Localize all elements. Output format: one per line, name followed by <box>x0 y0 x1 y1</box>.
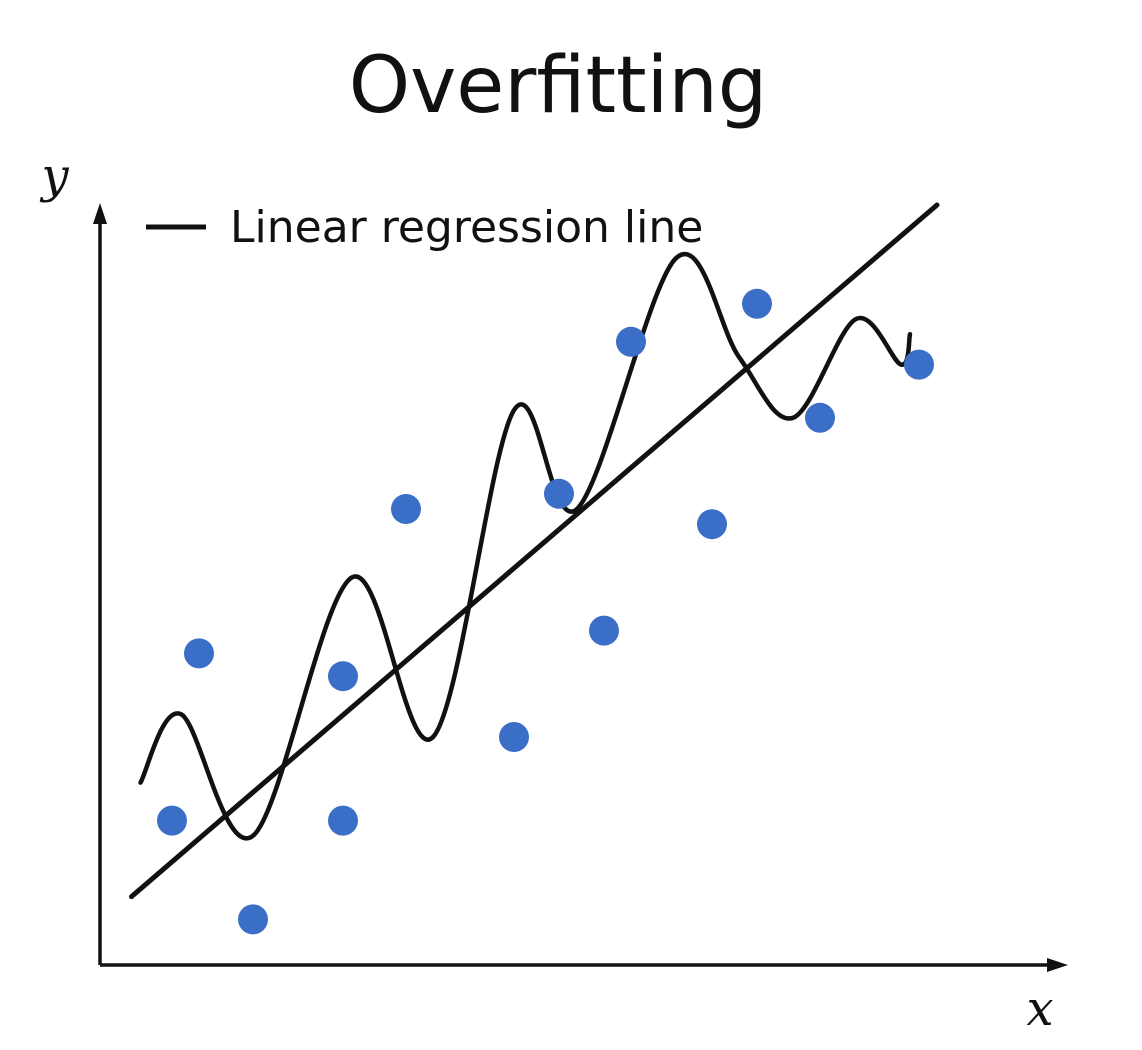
data-point-5 <box>328 661 358 692</box>
data-point-10 <box>616 326 646 357</box>
regression-line <box>129 202 940 900</box>
data-point-9 <box>589 615 619 646</box>
legend-label: Linear regression line <box>230 202 703 253</box>
data-point-6 <box>391 494 421 524</box>
data-point-8 <box>544 478 574 509</box>
x-axis-label: x <box>1026 981 1053 1037</box>
y-axis-arrow-icon <box>93 203 107 224</box>
chart-title: Overfitting <box>349 41 768 131</box>
data-point-12 <box>742 288 772 319</box>
x-axis-arrow-icon <box>1047 958 1068 972</box>
data-point-1 <box>157 805 187 836</box>
data-point-4 <box>328 805 358 836</box>
y-axis-label: y <box>39 148 69 204</box>
data-point-13 <box>805 402 835 433</box>
legend: Linear regression line <box>146 202 703 253</box>
data-point-14 <box>904 349 934 380</box>
axes: y x <box>39 148 1068 1037</box>
plot-area <box>129 202 940 935</box>
data-point-7 <box>499 722 529 752</box>
overfit-curve <box>138 252 913 841</box>
data-point-2 <box>184 638 214 669</box>
data-point-11 <box>697 509 727 540</box>
data-point-3 <box>238 904 268 935</box>
